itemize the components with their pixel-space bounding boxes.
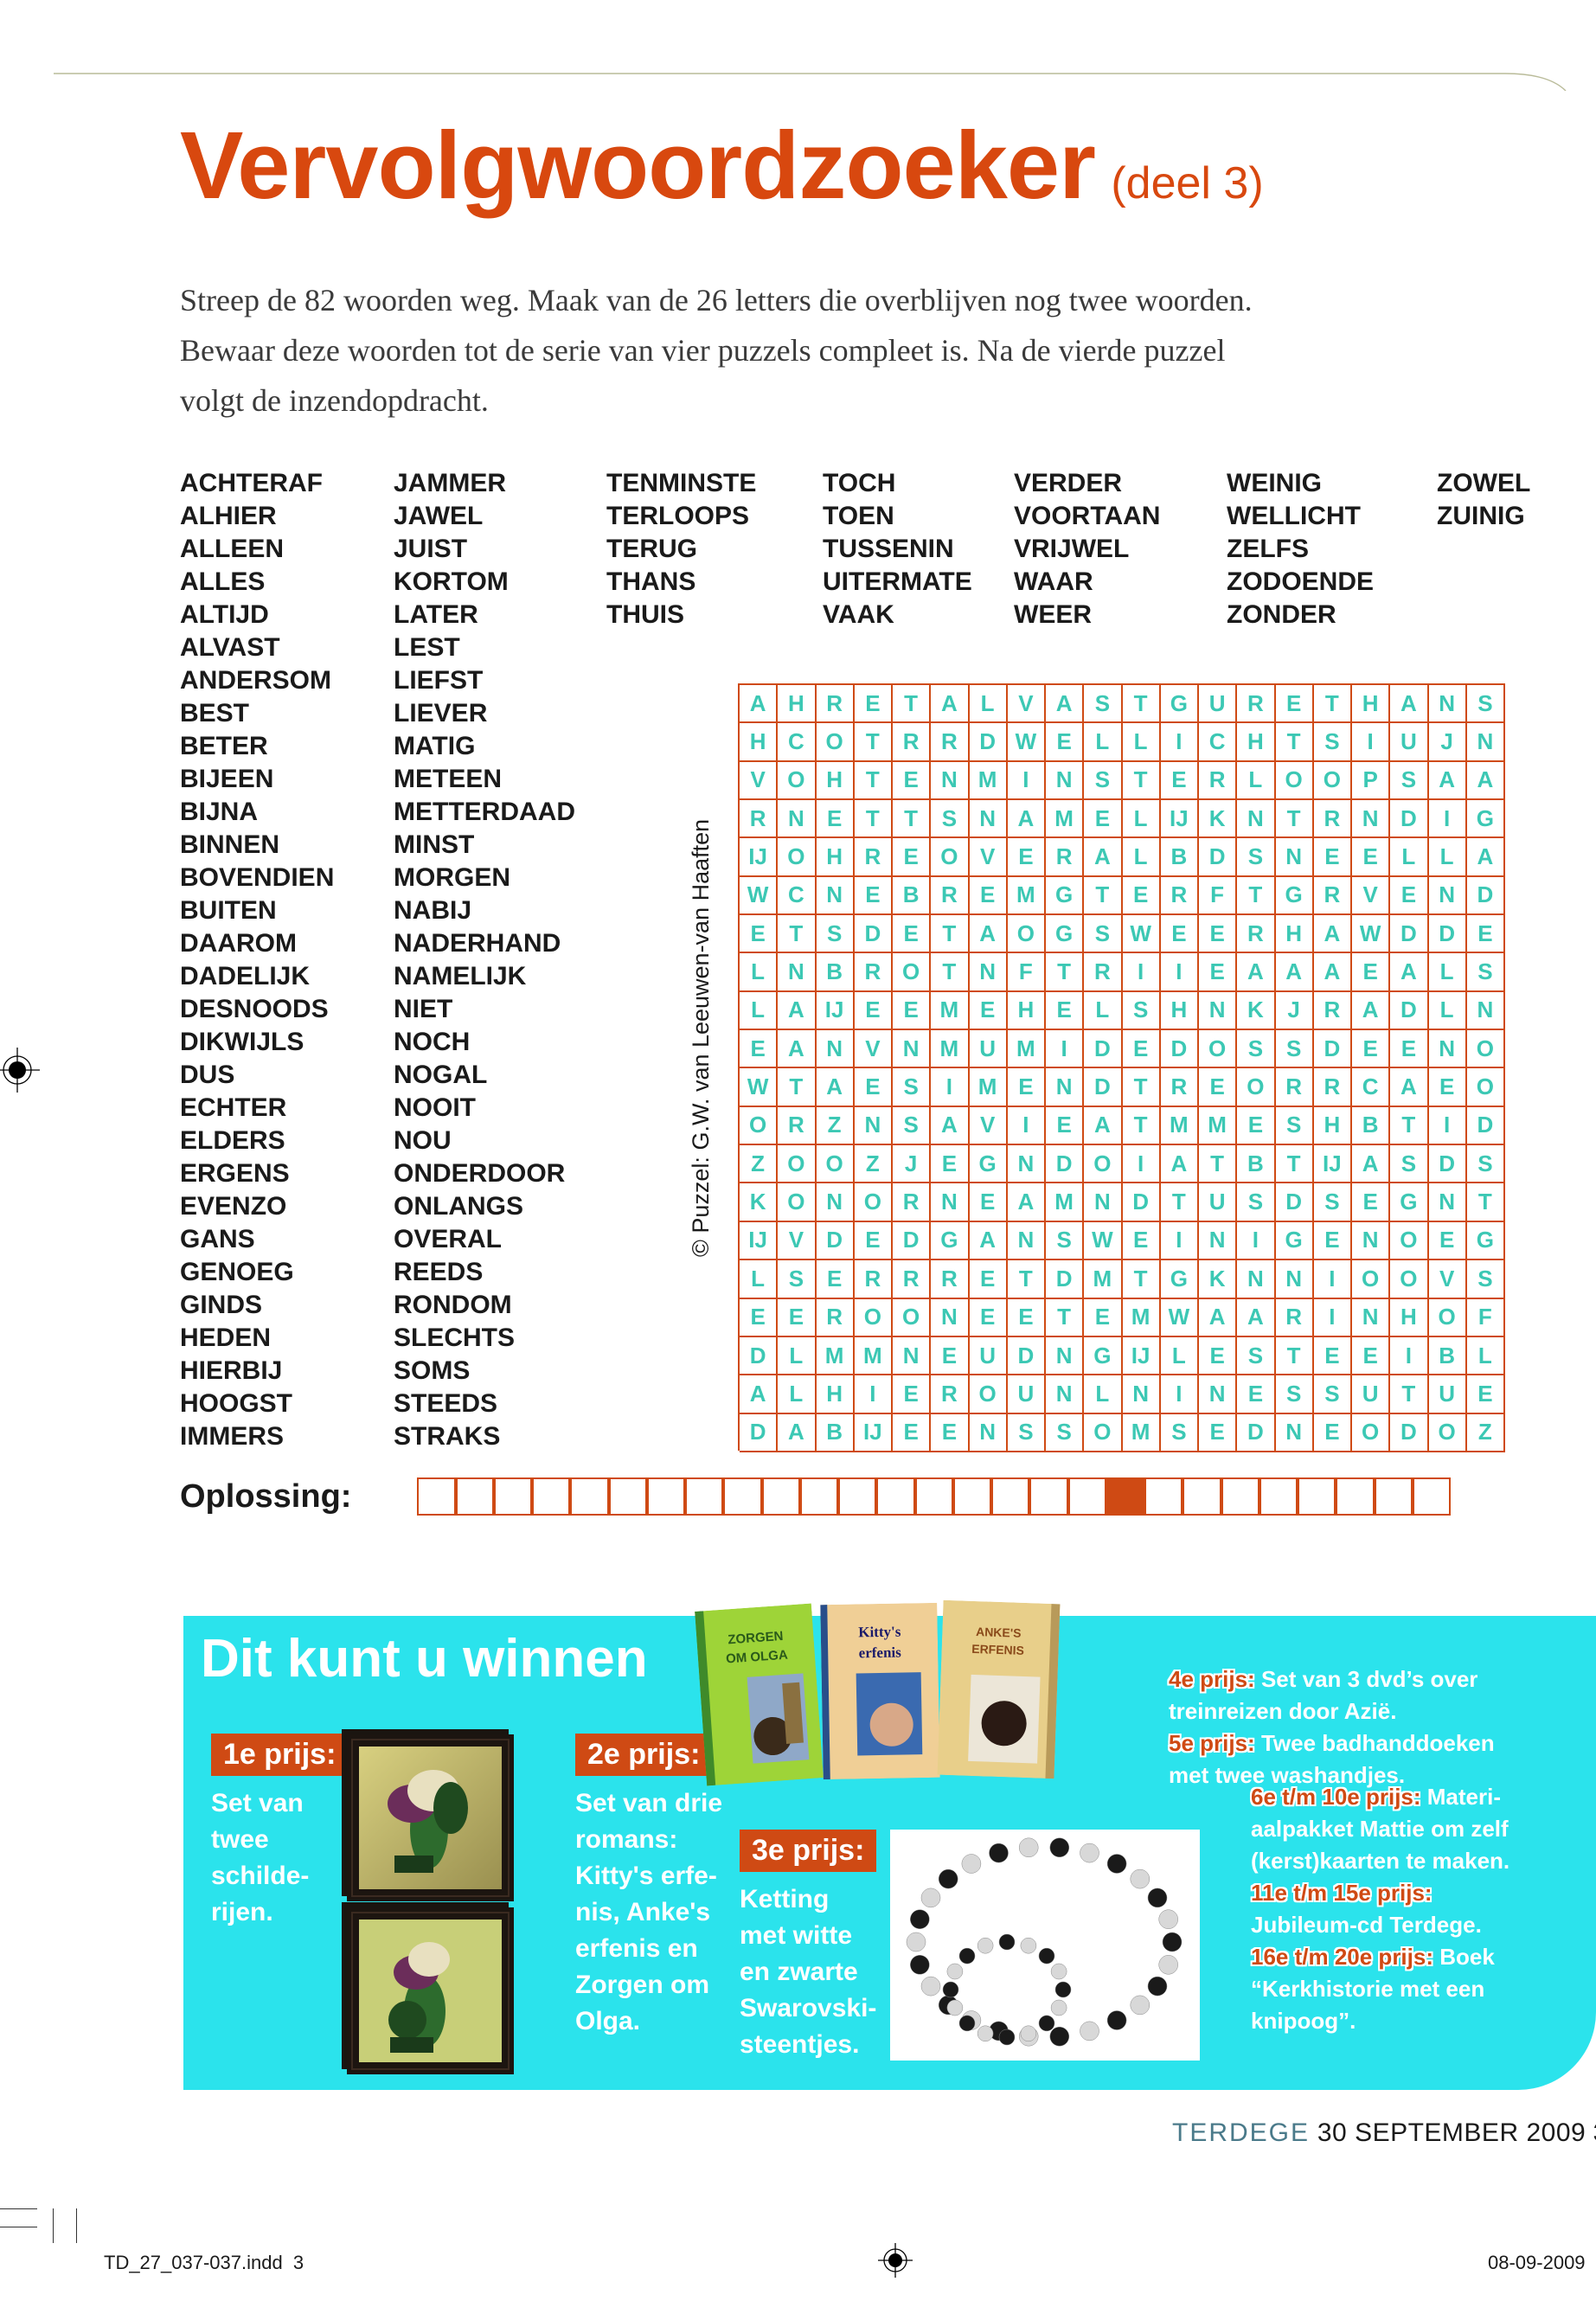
- svg-text:ERFENIS: ERFENIS: [971, 1642, 1024, 1657]
- svg-text:ANKE'S: ANKE'S: [976, 1625, 1022, 1640]
- svg-text:Kitty's: Kitty's: [858, 1624, 901, 1641]
- svg-text:erfenis: erfenis: [859, 1644, 902, 1662]
